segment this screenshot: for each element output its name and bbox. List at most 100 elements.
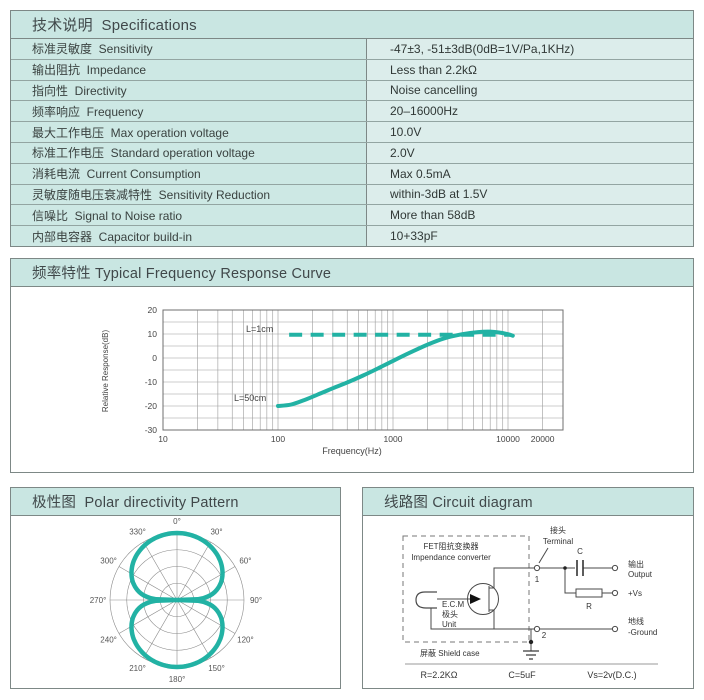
spec-row: 内部电容器 Capacitor build-in 10+33pF — [11, 225, 693, 246]
ground-icon — [523, 650, 539, 660]
spec-label: 信噪比 Signal to Noise ratio — [11, 205, 367, 226]
svg-text:100: 100 — [271, 434, 285, 444]
terminal-circles — [533, 564, 619, 633]
specs-table: 标准灵敏度 Sensitivity -47±3, -51±3dB(0dB=1V/P… — [11, 39, 693, 246]
spec-row: 指向性 Directivity Noise cancelling — [11, 79, 693, 101]
circuit-diagram: FET阻抗变换器 Impendance converter E.C.M 极头 U… — [402, 525, 658, 680]
spec-value: 10+33pF — [367, 226, 693, 246]
ecm-label-line1: E.C.M — [442, 600, 465, 609]
impedance-converter-label-zh: FET阻抗变换器 — [423, 541, 478, 551]
resistor-symbol — [575, 588, 603, 598]
polar-pattern-title: 极性图 Polar directivity Pattern — [11, 488, 340, 516]
spec-value: More than 58dB — [367, 205, 693, 226]
svg-text:1000: 1000 — [384, 434, 403, 444]
svg-text:10: 10 — [158, 434, 168, 444]
fet-gate-arrow-icon — [470, 594, 481, 604]
c-value-label: C=5uF — [508, 670, 536, 680]
spec-label: 标准灵敏度 Sensitivity — [11, 39, 367, 59]
spec-label: 输出阻抗 Impedance — [11, 59, 367, 80]
r-value-label: R=2.2KΩ — [421, 670, 458, 680]
frequency-response-section: 频率特性 Typical Frequency Response Curve 10… — [10, 258, 694, 473]
spec-row: 标准工作电压 Standard operation voltage 2.0V — [11, 141, 693, 163]
freq-y-axis-title: Relative Response(dB) — [101, 330, 110, 413]
series-label-1cm: L=1cm — [246, 324, 273, 334]
spec-label: 标准工作电压 Standard operation voltage — [11, 142, 367, 163]
ground-label-zh: 地线 — [628, 616, 644, 626]
svg-text:0°: 0° — [173, 517, 181, 526]
shield-ground-dot — [528, 639, 534, 645]
ground-label-en: -Ground — [628, 628, 657, 637]
spec-row: 消耗电流 Current Consumption Max 0.5mA — [11, 162, 693, 184]
polar-pattern-curve — [129, 530, 225, 670]
capacitor-symbol — [576, 560, 584, 576]
svg-text:-30: -30 — [145, 425, 158, 435]
terminal-label-en: Terminal — [543, 537, 573, 546]
pin2-label: 2 — [542, 631, 547, 640]
svg-text:180°: 180° — [169, 675, 186, 684]
svg-text:300°: 300° — [100, 556, 117, 565]
spec-row: 频率响应 Frequency 20–16000Hz — [11, 100, 693, 122]
spec-value: 2.0V — [367, 142, 693, 163]
freq-chart: 10 100 1000 10000 2000020100-10-20-30Frequen… — [101, 305, 564, 456]
specifications-section: 技术说明 Specifications 标准灵敏度 Sensitivity -47… — [10, 10, 694, 247]
specifications-title: 技术说明 Specifications — [11, 11, 693, 39]
polar-chart: 0° 30° 60° 90° 120° 150° 180° 210° 240° 270° 300° 3… — [90, 517, 262, 684]
svg-text:270°: 270° — [90, 596, 107, 605]
vs-label: +Vs — [628, 589, 642, 598]
spec-row: 最大工作电压 Max operation voltage 10.0V — [11, 121, 693, 142]
svg-text:-20: -20 — [145, 401, 158, 411]
shield-case-label: 屏蔽 Shield case — [420, 648, 480, 658]
freq-plot-border — [162, 309, 564, 431]
resistor-label: R — [586, 602, 592, 611]
spec-row: 信噪比 Signal to Noise ratio More than 58dB — [11, 204, 693, 226]
ecm-capsule-symbol — [415, 591, 437, 609]
series-curve-50cm — [276, 329, 515, 408]
freq-x-axis-title: Frequency(Hz) — [322, 446, 382, 456]
circuit-diagram-section: 线路图 Circuit diagram — [362, 487, 694, 689]
svg-text:330°: 330° — [129, 527, 146, 536]
spec-label: 频率响应 Frequency — [11, 101, 367, 122]
polar-pattern-section: 极性图 Polar directivity Pattern 0° 30° 60° 90… — [10, 487, 341, 689]
spec-row: 灵敏度随电压衰减特性 Sensitivity Reduction within-3… — [11, 183, 693, 205]
svg-text:-10: -10 — [145, 377, 158, 387]
svg-text:10000: 10000 — [496, 434, 520, 444]
pin1-label: 1 — [535, 575, 540, 584]
spec-value: Noise cancelling — [367, 80, 693, 101]
spec-value: 10.0V — [367, 122, 693, 142]
spec-label: 灵敏度随电压衰减特性 Sensitivity Reduction — [11, 184, 367, 205]
svg-text:210°: 210° — [129, 664, 146, 673]
spec-label: 指向性 Directivity — [11, 80, 367, 101]
spec-value: 20–16000Hz — [367, 101, 693, 122]
svg-text:240°: 240° — [100, 635, 117, 644]
vs-value-label: Vs=2v(D.C.) — [587, 670, 636, 680]
polar-angle-labels: 0° 30° 60° 90° 120° 150° 180° 210° 240° 270° 300° 3… — [90, 517, 262, 684]
terminal-label-zh: 接头 — [550, 525, 566, 535]
spec-label: 最大工作电压 Max operation voltage — [11, 122, 367, 142]
spec-value: -47±3, -51±3dB(0dB=1V/Pa,1KHz) — [367, 39, 693, 59]
polar-grid — [109, 532, 245, 668]
svg-text:20: 20 — [148, 305, 158, 315]
freq-y-tick-labels: 20 10 0 -10 -20 -30 — [145, 305, 158, 435]
svg-text:0: 0 — [152, 353, 157, 363]
spec-row: 标准灵敏度 Sensitivity -47±3, -51±3dB(0dB=1V/P… — [11, 39, 693, 59]
spec-label: 内部电容器 Capacitor build-in — [11, 226, 367, 246]
svg-text:20000: 20000 — [531, 434, 555, 444]
svg-text:30°: 30° — [210, 527, 222, 536]
freq-gridlines — [163, 310, 563, 430]
fet-transistor-symbol — [467, 583, 499, 615]
impedance-converter-label-en: Impendance converter — [411, 553, 491, 562]
spec-row: 输出阻抗 Impedance Less than 2.2kΩ — [11, 58, 693, 80]
svg-text:90°: 90° — [250, 596, 262, 605]
junction-dot — [563, 566, 567, 570]
spec-label: 消耗电流 Current Consumption — [11, 163, 367, 184]
ecm-label-line3: Unit — [442, 620, 457, 629]
spec-value: within-3dB at 1.5V — [367, 184, 693, 205]
output-label-en: Output — [628, 570, 653, 579]
svg-text:10: 10 — [148, 329, 158, 339]
circuit-diagram-title: 线路图 Circuit diagram — [363, 488, 693, 516]
series-label-50cm: L=50cm — [234, 393, 266, 403]
freq-x-tick-labels: 10 100 1000 10000 20000 — [158, 434, 554, 444]
svg-text:60°: 60° — [239, 556, 251, 565]
ecm-label-line2: 极头 — [442, 609, 458, 619]
